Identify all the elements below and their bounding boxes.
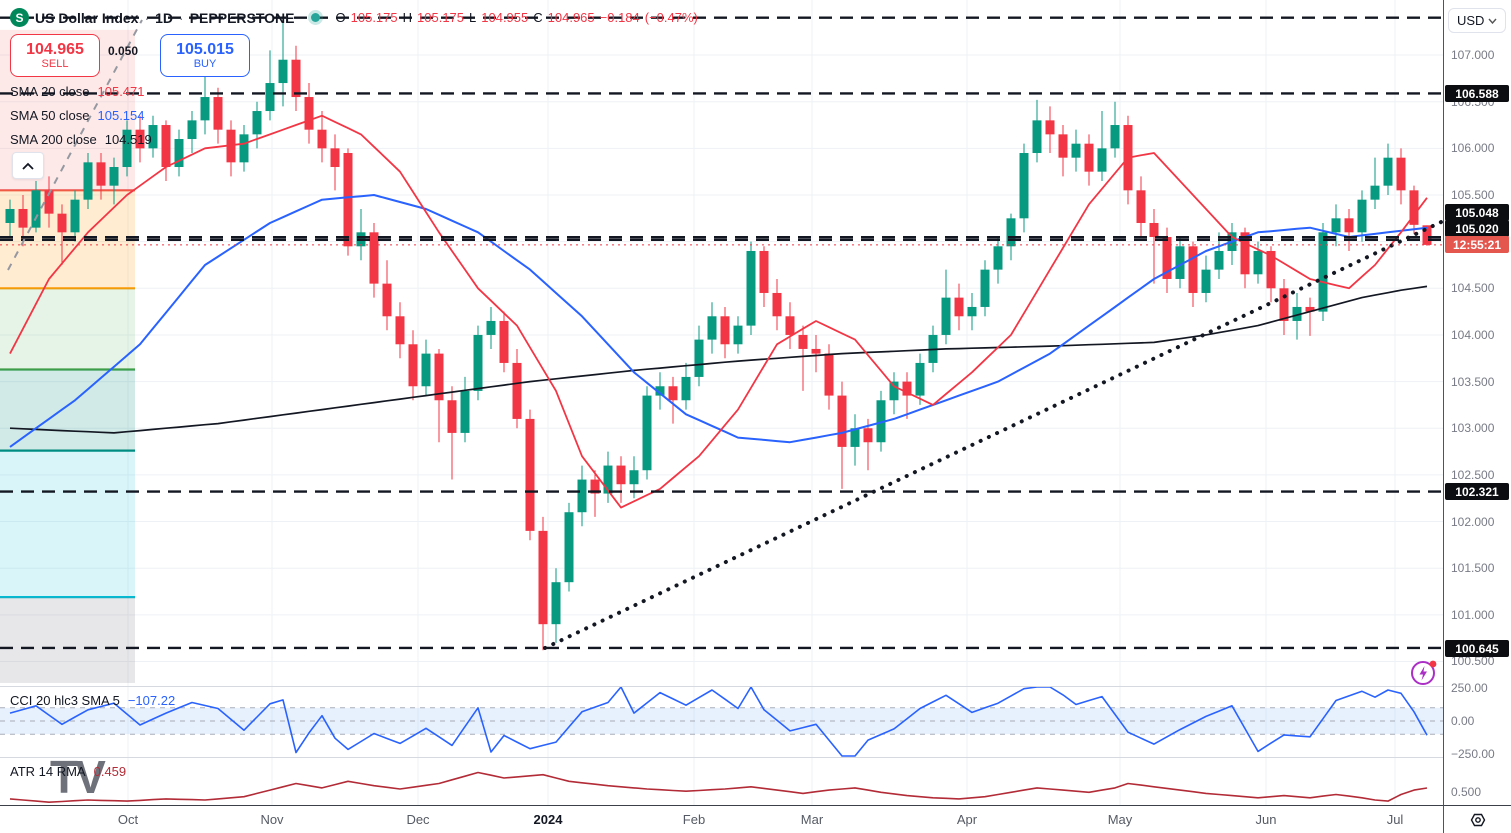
cci-line <box>9 686 1428 757</box>
exchange-label: PEPPERSTONE <box>189 9 295 26</box>
legend-cci[interactable]: CCI 20 hlc3 SMA 5 −107.22 <box>10 693 176 708</box>
sma200-value: 104.519 <box>104 132 152 147</box>
separator-dot: · <box>144 9 150 26</box>
chevron-down-icon <box>1488 18 1497 24</box>
price-tick: 104.500 <box>1451 281 1495 296</box>
sma50-line <box>9 194 1428 448</box>
sell-price: 104.965 <box>26 40 84 58</box>
sell-button[interactable]: 104.965 SELL <box>10 34 100 77</box>
price-tick: 101.500 <box>1451 561 1495 576</box>
price-level-badge: 102.321 <box>1445 483 1509 500</box>
sell-label: SELL <box>41 58 69 71</box>
lightning-bolt-glyph <box>1419 666 1427 681</box>
notification-dot <box>1429 660 1437 668</box>
indicator-tick: 0.00 <box>1451 714 1475 728</box>
price-axis[interactable]: USD 107.000106.500106.000105.500104.5001… <box>1443 0 1511 805</box>
separator-dot: · <box>179 9 184 26</box>
time-label-2024: 2024 <box>533 812 563 827</box>
candlestick-series[interactable] <box>5 22 1432 651</box>
pivot-zone-green <box>0 288 135 370</box>
legend-sma50[interactable]: SMA 50 close 105.154 <box>10 108 145 123</box>
pane-separator-main-cci[interactable] <box>0 686 1511 687</box>
buy-price: 105.015 <box>176 40 234 58</box>
buy-button[interactable]: 105.015 BUY <box>160 34 250 77</box>
time-label-Feb: Feb <box>682 812 706 827</box>
lightning-promo-button[interactable] <box>1409 657 1440 688</box>
pane-separator-cci-atr[interactable] <box>0 757 1511 758</box>
sma200-line <box>9 285 1428 434</box>
indicator-tick: −250.00 <box>1451 747 1495 761</box>
legend-sma20[interactable]: SMA 20 close 105.471 <box>10 84 145 99</box>
broker-logo-icon: S <box>10 8 29 27</box>
ohlc-values: O 105.175 H 105.175 L 104.955 C 104.965 −0.1… <box>335 10 698 25</box>
sma20-line <box>9 114 1428 509</box>
time-label-Jul: Jul <box>1386 812 1404 827</box>
chart-canvas[interactable] <box>0 0 1443 805</box>
time-axis[interactable]: Oct Nov Dec 2024 Feb Mar Apr May Jun Jul <box>0 805 1443 833</box>
buy-label: BUY <box>193 58 217 71</box>
price-tick: 103.500 <box>1451 374 1495 389</box>
collapse-legend-button[interactable] <box>12 152 44 179</box>
price-tick: 103.000 <box>1451 421 1495 436</box>
pivot-zone-cyan <box>0 450 135 598</box>
pivot-zone-gray <box>0 597 135 683</box>
time-label-Nov: Nov <box>260 812 284 827</box>
indicator-tick: 0.500 <box>1451 785 1482 799</box>
time-label-Jun: Jun <box>1255 812 1277 827</box>
time-label-Dec: Dec <box>406 812 430 827</box>
interval-label[interactable]: 1D <box>155 9 174 26</box>
trade-panel: 104.965 SELL 0.050 105.015 BUY <box>10 34 250 77</box>
currency-selector[interactable]: USD <box>1448 8 1506 33</box>
atr-line <box>9 771 1428 803</box>
price-level-badge: 105.020 <box>1445 220 1509 237</box>
legend-atr[interactable]: ATR 14 RMA 0.459 <box>10 764 127 779</box>
gray-dashed-trendline[interactable] <box>7 19 143 271</box>
indicator-tick: 250.00 <box>1451 681 1488 695</box>
price-tick: 105.500 <box>1451 187 1495 202</box>
sma50-value: 105.154 <box>97 108 145 123</box>
price-tick: 101.000 <box>1451 607 1495 622</box>
symbol-title: US Dollar Index <box>35 9 139 26</box>
currency-label: USD <box>1457 13 1485 28</box>
symbol-legend[interactable]: S US Dollar Index · 1D · PEPPERSTONE O 10… <box>10 8 698 27</box>
time-axis-corner <box>1443 805 1511 833</box>
countdown-badge: 12:55:21 <box>1445 236 1509 253</box>
time-label-Oct: Oct <box>117 812 139 827</box>
change-value: −0.184 <box>599 10 640 25</box>
price-level-badge: 106.588 <box>1445 85 1509 102</box>
time-label-Apr: Apr <box>956 812 978 827</box>
price-tick: 104.000 <box>1451 327 1495 342</box>
chevron-up-icon <box>22 162 34 170</box>
time-label-May: May <box>1107 812 1133 827</box>
price-tick: 100.500 <box>1451 654 1495 669</box>
time-label-Mar: Mar <box>800 812 824 827</box>
sma20-value: 105.471 <box>97 84 145 99</box>
atr-value: 0.459 <box>93 764 127 779</box>
cci-value: −107.22 <box>127 693 176 708</box>
legend-sma200[interactable]: SMA 200 close 104.519 <box>10 132 152 147</box>
tradingview-watermark: TV <box>50 751 106 803</box>
dotted-trendline[interactable] <box>543 219 1443 650</box>
price-tick: 102.500 <box>1451 467 1495 482</box>
price-tick: 107.000 <box>1451 48 1495 63</box>
change-percent: (−0.47%) <box>644 10 698 25</box>
price-level-badge: 100.645 <box>1445 640 1509 657</box>
spread-value: 0.050 <box>107 44 139 58</box>
market-open-dot <box>310 13 320 22</box>
axis-settings-icon[interactable] <box>1469 811 1487 829</box>
price-level-badge: 105.048 <box>1445 204 1509 221</box>
price-tick: 106.000 <box>1451 141 1495 156</box>
price-tick: 102.000 <box>1451 514 1495 529</box>
